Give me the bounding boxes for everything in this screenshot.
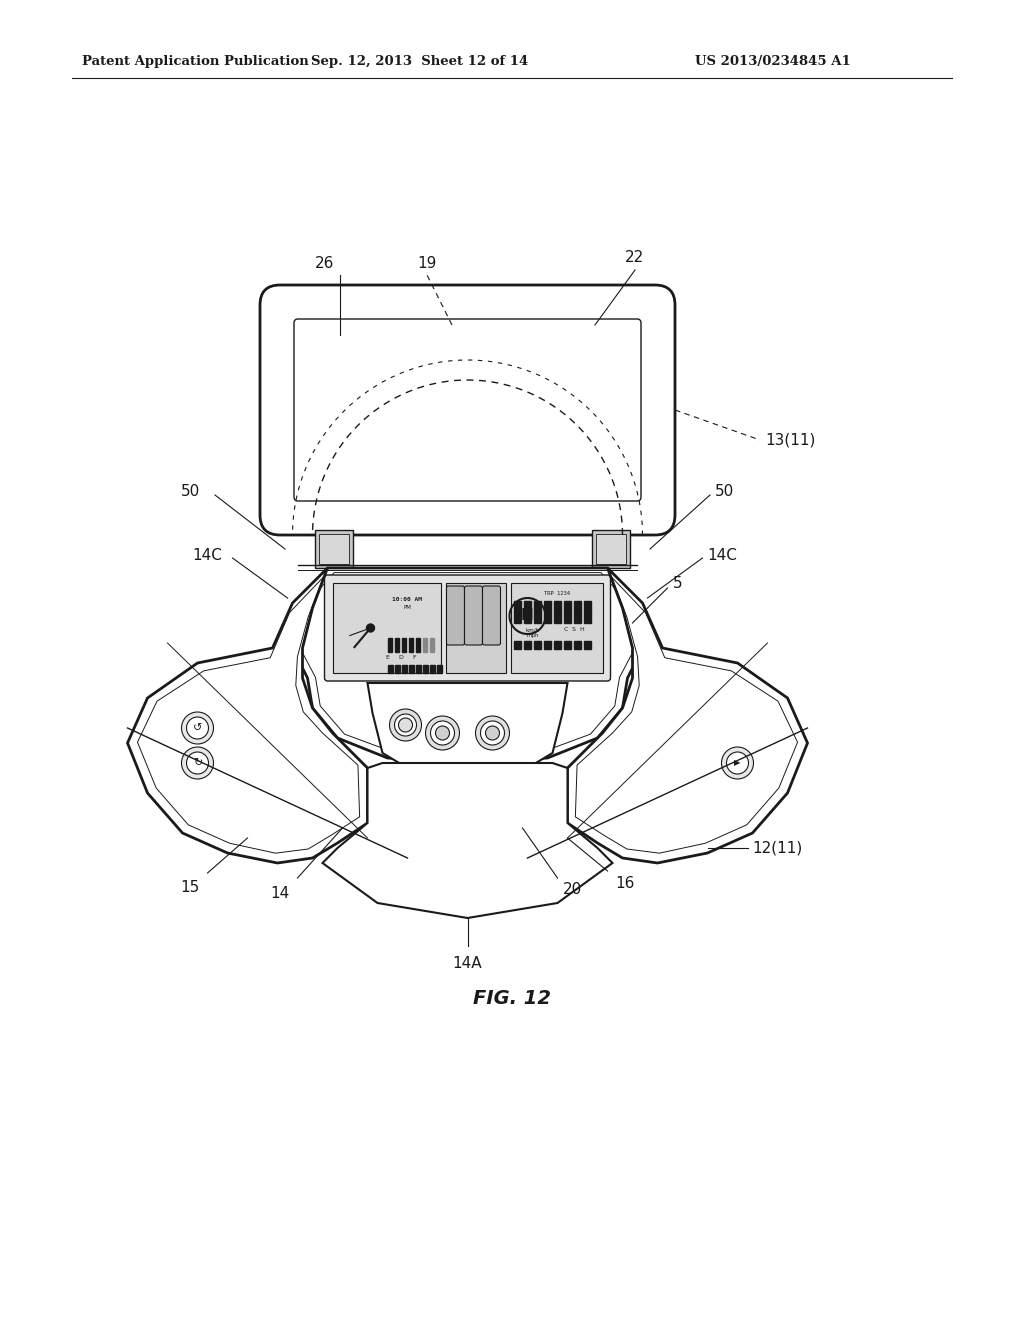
- Polygon shape: [128, 568, 368, 863]
- FancyBboxPatch shape: [319, 535, 349, 564]
- Bar: [387, 638, 391, 652]
- Text: ↺: ↺: [193, 723, 202, 733]
- Bar: [513, 642, 520, 649]
- Text: ▶: ▶: [734, 759, 740, 767]
- Bar: [563, 601, 570, 623]
- Text: 15: 15: [180, 880, 200, 895]
- Circle shape: [389, 709, 422, 741]
- FancyBboxPatch shape: [333, 583, 440, 673]
- Bar: [409, 638, 413, 652]
- Text: 10:00 AM: 10:00 AM: [392, 597, 423, 602]
- Text: FIG. 12: FIG. 12: [473, 989, 551, 1007]
- Circle shape: [426, 715, 460, 750]
- Text: 13(11): 13(11): [765, 433, 815, 447]
- Text: mph: mph: [526, 634, 539, 638]
- Bar: [523, 601, 530, 623]
- FancyBboxPatch shape: [260, 285, 675, 535]
- Polygon shape: [368, 682, 567, 774]
- Bar: [423, 665, 427, 673]
- Text: Patent Application Publication: Patent Application Publication: [82, 55, 309, 69]
- Polygon shape: [293, 568, 642, 763]
- FancyBboxPatch shape: [315, 531, 353, 568]
- Bar: [429, 638, 433, 652]
- Text: US 2013/0234845 A1: US 2013/0234845 A1: [695, 55, 851, 69]
- Circle shape: [181, 711, 213, 744]
- Text: 14C: 14C: [708, 548, 737, 562]
- Circle shape: [394, 714, 417, 737]
- Text: 26: 26: [315, 256, 335, 271]
- Bar: [554, 601, 560, 623]
- Bar: [573, 601, 581, 623]
- Text: 14: 14: [270, 886, 290, 902]
- Bar: [401, 638, 406, 652]
- Bar: [513, 601, 520, 623]
- Bar: [544, 601, 551, 623]
- Bar: [394, 638, 398, 652]
- FancyBboxPatch shape: [445, 583, 506, 673]
- FancyBboxPatch shape: [596, 535, 626, 564]
- FancyBboxPatch shape: [294, 319, 641, 502]
- Circle shape: [726, 752, 749, 774]
- FancyBboxPatch shape: [465, 586, 482, 645]
- Circle shape: [186, 717, 209, 739]
- Polygon shape: [567, 568, 808, 863]
- Circle shape: [181, 747, 213, 779]
- Circle shape: [186, 752, 209, 774]
- Bar: [423, 638, 427, 652]
- Bar: [584, 601, 591, 623]
- Bar: [436, 665, 441, 673]
- Bar: [554, 642, 560, 649]
- Bar: [584, 642, 591, 649]
- Text: S: S: [571, 627, 575, 632]
- Polygon shape: [323, 763, 612, 917]
- Text: km/h: km/h: [525, 627, 540, 632]
- Bar: [394, 665, 399, 673]
- Text: H: H: [580, 627, 584, 632]
- Text: E: E: [386, 655, 389, 660]
- Bar: [416, 638, 420, 652]
- Text: D: D: [398, 655, 402, 660]
- FancyBboxPatch shape: [482, 586, 501, 645]
- Circle shape: [435, 726, 450, 741]
- FancyBboxPatch shape: [592, 531, 630, 568]
- Circle shape: [367, 624, 375, 632]
- Bar: [416, 665, 421, 673]
- FancyBboxPatch shape: [325, 576, 610, 681]
- Text: N: N: [521, 609, 534, 623]
- Text: C: C: [563, 627, 567, 632]
- Bar: [573, 642, 581, 649]
- Text: PM: PM: [403, 605, 412, 610]
- Text: 12(11): 12(11): [753, 841, 803, 855]
- Text: 14C: 14C: [193, 548, 222, 562]
- Circle shape: [430, 721, 455, 744]
- Bar: [534, 642, 541, 649]
- Text: TRP 1234: TRP 1234: [544, 591, 569, 597]
- Bar: [563, 642, 570, 649]
- Bar: [409, 665, 414, 673]
- Text: 16: 16: [615, 876, 635, 891]
- Text: 20: 20: [562, 882, 582, 898]
- Text: 22: 22: [626, 251, 645, 265]
- Circle shape: [485, 726, 500, 741]
- Bar: [387, 665, 392, 673]
- Text: F: F: [413, 655, 417, 660]
- Bar: [534, 601, 541, 623]
- Text: 50: 50: [181, 484, 200, 499]
- Text: 14A: 14A: [453, 956, 482, 972]
- Text: ↻: ↻: [193, 758, 202, 768]
- Text: 19: 19: [418, 256, 436, 271]
- Circle shape: [475, 715, 510, 750]
- Circle shape: [398, 718, 413, 733]
- Bar: [429, 665, 434, 673]
- Bar: [544, 642, 551, 649]
- Circle shape: [722, 747, 754, 779]
- Text: 50: 50: [715, 484, 734, 499]
- FancyBboxPatch shape: [511, 583, 602, 673]
- FancyBboxPatch shape: [446, 586, 465, 645]
- Text: 5: 5: [673, 576, 682, 590]
- Bar: [401, 665, 407, 673]
- Text: Sep. 12, 2013  Sheet 12 of 14: Sep. 12, 2013 Sheet 12 of 14: [311, 55, 528, 69]
- Bar: [523, 642, 530, 649]
- Circle shape: [480, 721, 505, 744]
